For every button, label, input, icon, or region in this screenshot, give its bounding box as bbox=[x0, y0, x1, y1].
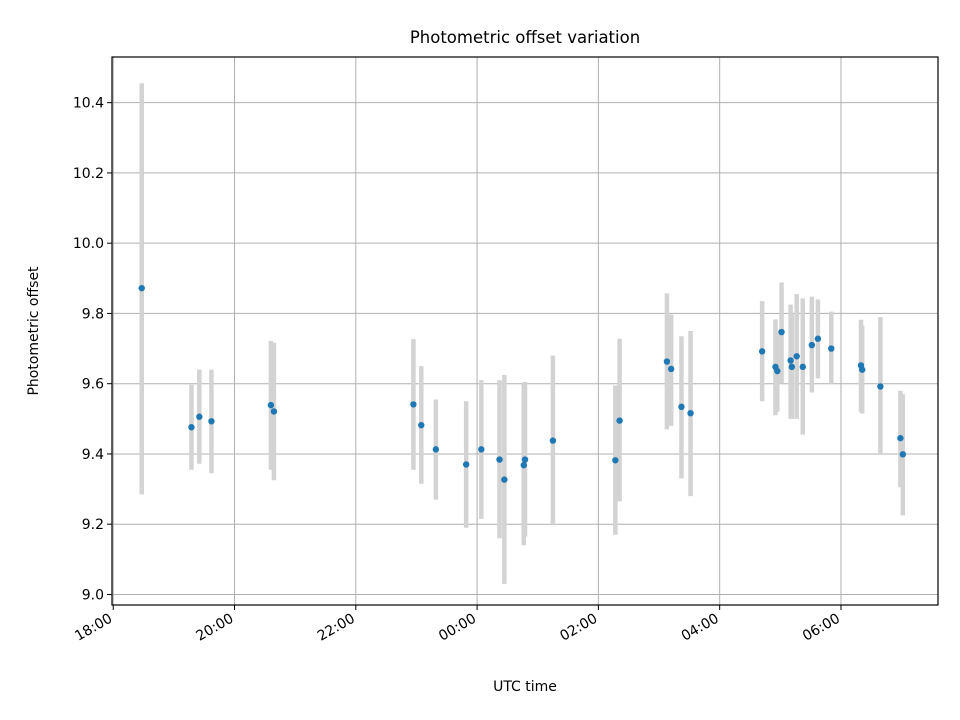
data-point bbox=[612, 457, 619, 464]
data-point bbox=[687, 410, 694, 417]
y-axis-label: Photometric offset bbox=[26, 266, 42, 396]
data-point bbox=[828, 345, 835, 352]
chart-title: Photometric offset variation bbox=[410, 28, 640, 47]
data-point bbox=[501, 476, 508, 483]
data-point bbox=[520, 461, 527, 469]
data-point bbox=[270, 408, 278, 415]
data-point bbox=[814, 335, 822, 342]
y-tick-label: 10.2 bbox=[73, 166, 104, 182]
data-point bbox=[478, 446, 485, 453]
data-point bbox=[418, 421, 425, 429]
data-point bbox=[188, 424, 195, 431]
data-point bbox=[774, 367, 781, 375]
y-tick-label: 9.4 bbox=[82, 447, 104, 463]
data-point bbox=[799, 363, 806, 371]
data-point bbox=[208, 418, 215, 425]
data-point bbox=[267, 401, 275, 409]
data-point bbox=[462, 461, 470, 468]
y-tick-label: 9.0 bbox=[82, 587, 104, 603]
plot-frame bbox=[111, 56, 939, 606]
data-point bbox=[521, 456, 529, 463]
data-point bbox=[897, 434, 904, 442]
data-point bbox=[667, 365, 675, 373]
grid-layer bbox=[112, 57, 938, 605]
data-point bbox=[793, 353, 800, 360]
data-point bbox=[778, 328, 785, 336]
x-tick-label: 00:00 bbox=[436, 611, 479, 645]
point-layer bbox=[138, 284, 907, 483]
data-point bbox=[549, 437, 557, 444]
y-tick-label: 10.0 bbox=[73, 236, 104, 252]
x-tick-label: 06:00 bbox=[800, 611, 843, 645]
data-point bbox=[616, 417, 623, 424]
y-tick-label: 9.8 bbox=[82, 306, 104, 322]
data-point bbox=[663, 358, 671, 365]
y-tick-label: 10.4 bbox=[73, 96, 104, 112]
data-point bbox=[496, 456, 503, 463]
data-point bbox=[432, 446, 440, 453]
data-point bbox=[877, 383, 884, 390]
x-tick-label: 02:00 bbox=[557, 611, 600, 645]
x-axis: 18:00 20:00 22:00 00:00 02:00 04:00 06:00 bbox=[72, 605, 843, 645]
data-point bbox=[758, 348, 766, 355]
x-axis-label: UTC time bbox=[493, 679, 557, 695]
data-point bbox=[678, 403, 685, 411]
data-point bbox=[788, 363, 796, 371]
data-point bbox=[808, 341, 816, 349]
data-point bbox=[787, 357, 794, 364]
x-tick-label: 22:00 bbox=[315, 611, 358, 645]
data-point bbox=[899, 451, 907, 458]
x-tick-label: 20:00 bbox=[194, 611, 237, 645]
errorbar-layer bbox=[139, 83, 906, 584]
x-tick-label: 04:00 bbox=[679, 611, 722, 645]
y-tick-label: 9.2 bbox=[82, 517, 104, 533]
data-point bbox=[858, 366, 866, 373]
y-axis: 9.0 9.2 9.4 9.6 9.8 10.0 10.2 10.4 bbox=[73, 96, 112, 603]
data-point bbox=[196, 413, 203, 420]
y-tick-label: 9.6 bbox=[82, 377, 104, 393]
data-point bbox=[138, 284, 145, 292]
data-point bbox=[410, 401, 417, 408]
x-tick-label: 18:00 bbox=[72, 611, 115, 645]
